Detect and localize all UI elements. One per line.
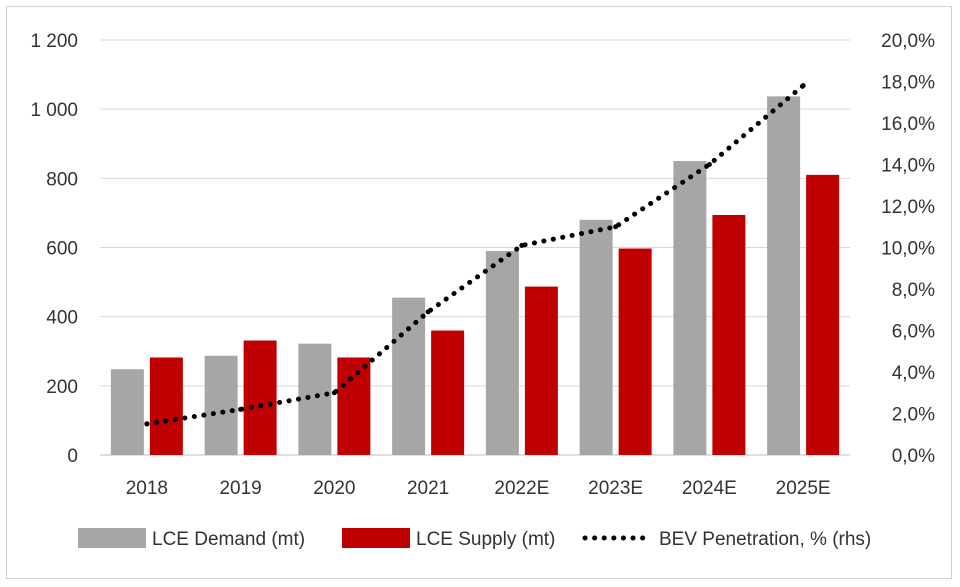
x-tick-label: 2018 [126, 478, 168, 499]
bar-demand [298, 343, 332, 455]
bar-supply [149, 357, 183, 455]
x-tick-label: 2021 [407, 478, 449, 499]
bev-point [519, 242, 525, 248]
bar-supply [337, 357, 371, 455]
bar-supply [806, 174, 840, 455]
legend: LCE Demand (mt) LCE Supply (mt) BEV Pene… [78, 528, 871, 550]
bar-supply [243, 340, 277, 455]
legend-swatch-demand [78, 528, 146, 548]
legend-label-supply: LCE Supply (mt) [416, 529, 555, 550]
left-tick-label: 0 [67, 446, 78, 467]
bar-demand [392, 297, 426, 455]
x-axis-ticks: 2018 2019 2020 2021 2022E 2023E 2024E 2025E [126, 478, 831, 499]
left-tick-label: 200 [46, 377, 78, 398]
right-tick-label: 14,0% [881, 156, 935, 177]
bars [110, 96, 840, 455]
bev-point [613, 224, 619, 230]
right-tick-label: 16,0% [881, 114, 935, 135]
left-tick-label: 800 [46, 169, 78, 190]
right-tick-label: 6,0% [892, 322, 935, 343]
x-tick-label: 2024E [682, 478, 737, 499]
bar-supply [524, 286, 558, 455]
bar-supply [431, 330, 465, 455]
bev-point [331, 390, 337, 396]
left-tick-label: 1 200 [30, 31, 78, 52]
bar-demand [579, 219, 613, 455]
right-tick-label: 8,0% [892, 280, 935, 301]
bar-demand [110, 369, 144, 455]
bar-supply [618, 248, 652, 455]
bev-point [425, 309, 431, 315]
left-tick-label: 1 000 [30, 100, 78, 121]
x-tick-label: 2022E [494, 478, 549, 499]
right-tick-label: 10,0% [881, 239, 935, 260]
x-tick-label: 2019 [219, 478, 261, 499]
x-tick-label: 2023E [588, 478, 643, 499]
bev-point [800, 83, 806, 89]
right-tick-label: 0,0% [892, 446, 935, 467]
right-tick-label: 2,0% [892, 405, 935, 426]
right-axis-ticks: 0,0% 2,0% 4,0% 6,0% 8,0% 10,0% 12,0% 14,0% 16,0%… [881, 31, 935, 467]
right-tick-label: 18,0% [881, 73, 935, 94]
left-tick-label: 600 [46, 239, 78, 260]
legend-swatch-supply [342, 528, 410, 548]
x-tick-label: 2025E [776, 478, 831, 499]
bar-demand [673, 161, 707, 455]
left-axis-ticks: 0 200 400 600 800 1 000 1 200 [30, 31, 78, 467]
bev-line [144, 83, 806, 427]
bar-demand [767, 96, 801, 455]
bev-point [706, 162, 712, 167]
right-tick-label: 20,0% [881, 31, 935, 52]
bar-demand [485, 250, 519, 455]
right-tick-label: 4,0% [892, 363, 935, 384]
right-tick-label: 12,0% [881, 197, 935, 218]
bev-point [144, 421, 150, 427]
x-tick-label: 2020 [313, 478, 355, 499]
left-tick-label: 400 [46, 308, 78, 329]
legend-label-demand: LCE Demand (mt) [152, 529, 305, 550]
legend-label-bev: BEV Penetration, % (rhs) [659, 529, 871, 550]
bar-supply [712, 214, 746, 455]
bar-demand [204, 355, 238, 455]
bev-point [238, 406, 244, 412]
